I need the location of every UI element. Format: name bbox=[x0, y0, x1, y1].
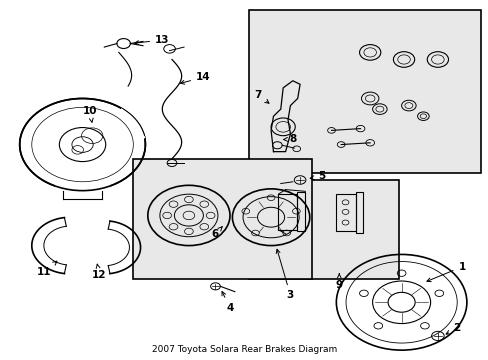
Text: 8: 8 bbox=[283, 134, 296, 144]
Text: 6: 6 bbox=[211, 227, 222, 239]
Text: 5: 5 bbox=[309, 171, 325, 181]
Bar bbox=[278, 194, 296, 230]
Bar bbox=[249, 10, 480, 173]
Text: 3: 3 bbox=[276, 249, 293, 300]
Text: 1: 1 bbox=[426, 262, 465, 282]
Bar bbox=[336, 194, 355, 231]
Text: 13: 13 bbox=[135, 35, 169, 45]
Bar bbox=[249, 180, 398, 279]
Text: 4: 4 bbox=[222, 292, 233, 312]
Text: 11: 11 bbox=[37, 261, 57, 277]
Text: 10: 10 bbox=[82, 106, 97, 122]
Text: 9: 9 bbox=[335, 274, 342, 289]
Bar bbox=[355, 192, 362, 233]
Text: 12: 12 bbox=[92, 264, 106, 280]
Text: 14: 14 bbox=[180, 72, 210, 84]
Text: 7: 7 bbox=[254, 90, 268, 103]
Text: 2007 Toyota Solara Rear Brakes Diagram: 2007 Toyota Solara Rear Brakes Diagram bbox=[152, 345, 336, 354]
Polygon shape bbox=[121, 109, 144, 138]
Bar bbox=[296, 192, 305, 231]
Text: 2: 2 bbox=[445, 323, 460, 334]
Bar bbox=[133, 159, 311, 279]
